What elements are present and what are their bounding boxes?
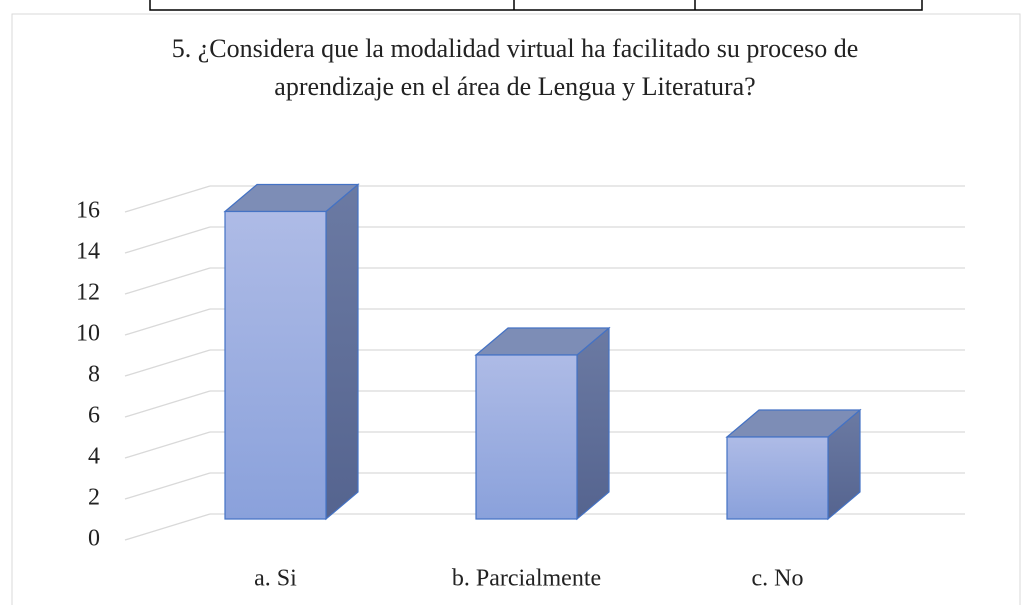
table-fragment bbox=[149, 0, 923, 11]
grid-line bbox=[124, 472, 211, 500]
grid-line bbox=[124, 226, 211, 254]
grid-line bbox=[124, 185, 211, 213]
bar-side bbox=[325, 183, 359, 521]
bar bbox=[224, 210, 327, 520]
grid-line bbox=[124, 390, 211, 418]
grid-line bbox=[124, 349, 211, 377]
y-tick-label: 12 bbox=[76, 280, 100, 306]
x-tick-label: c. No bbox=[752, 566, 804, 592]
y-tick-label: 16 bbox=[76, 198, 100, 224]
y-tick-label: 14 bbox=[76, 239, 100, 265]
y-tick-label: 8 bbox=[88, 362, 100, 388]
y-tick-label: 10 bbox=[76, 321, 100, 347]
bar bbox=[726, 436, 829, 520]
chart-border bbox=[11, 13, 1021, 605]
grid-line bbox=[124, 267, 211, 295]
y-tick-label: 6 bbox=[88, 403, 100, 429]
bar bbox=[475, 354, 578, 520]
grid-line bbox=[124, 431, 211, 459]
grid-line bbox=[124, 308, 211, 336]
y-tick-label: 0 bbox=[88, 526, 100, 552]
y-tick-label: 2 bbox=[88, 485, 100, 511]
chart-title: 5. ¿Considera que la modalidad virtual h… bbox=[171, 34, 859, 101]
y-tick-label: 4 bbox=[88, 444, 100, 470]
bar-side bbox=[576, 326, 610, 521]
x-tick-label: a. Si bbox=[254, 566, 297, 592]
x-tick-label: b. Parcialmente bbox=[452, 566, 601, 592]
grid-line bbox=[124, 513, 211, 541]
